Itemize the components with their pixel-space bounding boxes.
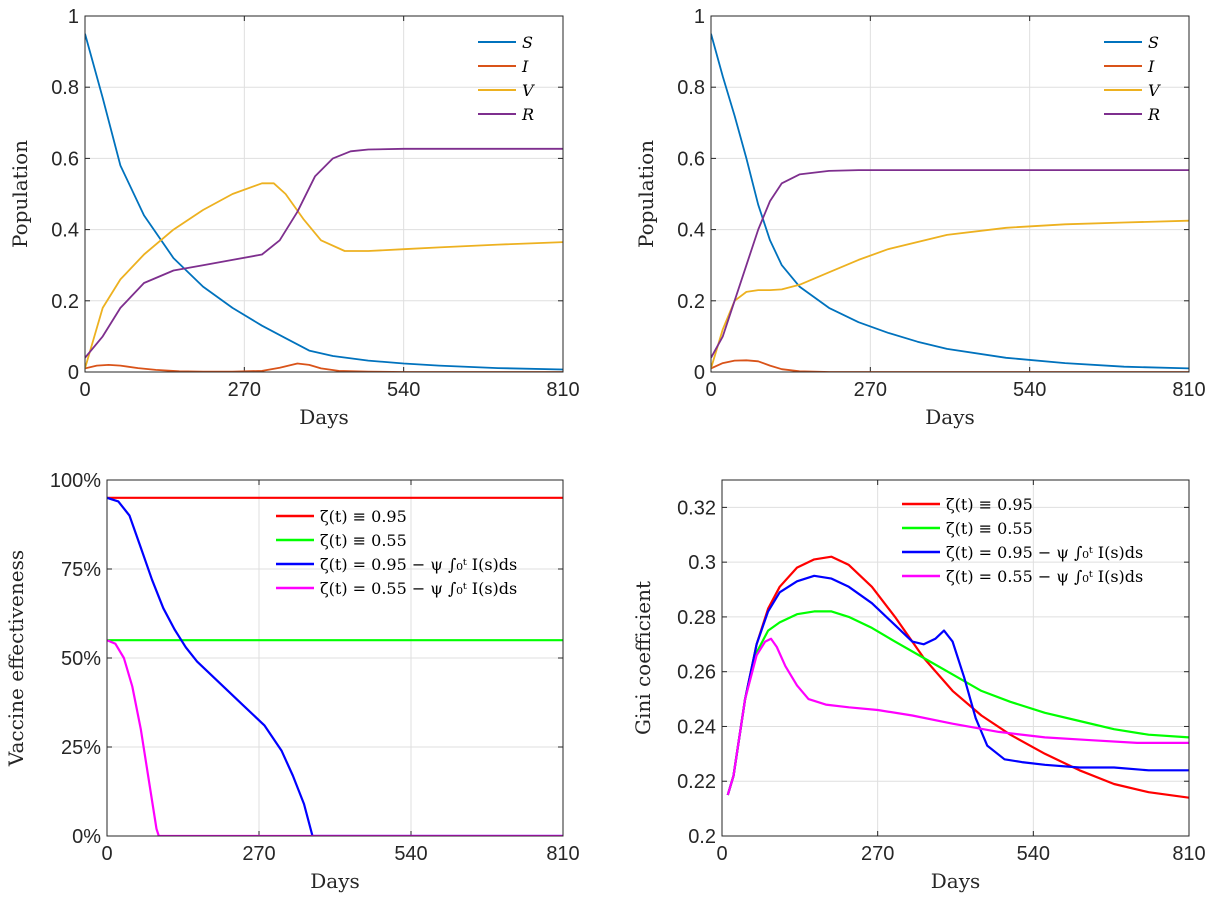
legend-label: I <box>521 57 529 76</box>
y-tick-label: 0.4 <box>51 220 79 242</box>
legend-label: I <box>1147 57 1155 76</box>
x-tick-label: 270 <box>861 843 894 865</box>
y-axis-label: Gini coefficient <box>631 581 655 735</box>
y-tick-label: 0.3 <box>688 552 716 574</box>
series-line <box>85 147 563 359</box>
y-tick-label: 100% <box>50 470 101 492</box>
legend: ζ(t) ≡ 0.95 ζ(t) ≡ 0.55 ζ(t) = 0.95 − ψ ∫₀… <box>902 495 1143 586</box>
legend-label: S <box>522 33 533 52</box>
x-tick-label: 0 <box>716 843 727 865</box>
population-left-chart: 0 270 540 810 0 0.2 0.4 0.6 0.8 1 Days Population SI… <box>8 6 580 429</box>
series-line <box>726 574 1189 796</box>
x-tick-label: 0 <box>79 379 90 401</box>
gini-coefficient-chart: 0 270 540 810 0.2 0.22 0.24 0.26 0.28 0.3 0.32 Days… <box>631 479 1206 893</box>
legend-label: ζ(t) = 0.95 − ψ ∫₀ᵗ I(s)ds <box>320 555 517 574</box>
x-tick-label: 270 <box>228 379 261 401</box>
legend-label: ζ(t) ≡ 0.55 <box>320 531 407 550</box>
legend-label: ζ(t) ≡ 0.55 <box>946 519 1033 538</box>
series-line <box>726 610 1189 796</box>
legend-label: R <box>1147 105 1160 124</box>
x-axis-label: Days <box>310 869 360 893</box>
x-axis-label: Days <box>925 405 975 429</box>
axes-frame <box>84 15 564 373</box>
axes-frame <box>106 479 564 837</box>
legend-label: R <box>521 105 534 124</box>
series-line <box>85 362 563 372</box>
x-tick-label: 270 <box>854 379 887 401</box>
series-line <box>711 169 1189 359</box>
plot-area <box>85 16 563 372</box>
y-axis-label: Vaccine effectiveness <box>4 550 28 767</box>
x-tick-label: 810 <box>1172 843 1205 865</box>
x-tick-label: 810 <box>546 843 579 865</box>
legend-label: V <box>1148 81 1161 100</box>
y-axis-label: Population <box>8 140 32 248</box>
legend-label: ζ(t) ≡ 0.95 <box>946 495 1033 514</box>
x-tick-label: 0 <box>101 843 112 865</box>
y-tick-label: 0.8 <box>51 77 79 99</box>
x-tick-label: 540 <box>1017 843 1050 865</box>
series-line <box>711 219 1189 369</box>
x-axis-label: Days <box>931 869 981 893</box>
plot-area <box>711 16 1189 372</box>
y-tick-label: 0.2 <box>677 291 705 313</box>
vaccine-effectiveness-chart: 0 270 540 810 0% 25% 50% 75% 100% Days Vaccine eff… <box>4 470 580 893</box>
y-tick-label: 0.28 <box>677 607 716 629</box>
legend-label: ζ(t) = 0.95 − ψ ∫₀ᵗ I(s)ds <box>946 543 1143 562</box>
y-tick-label: 0 <box>68 362 79 384</box>
x-tick-label: 0 <box>705 379 716 401</box>
y-axis-label: Population <box>634 140 658 248</box>
x-tick-label: 810 <box>1172 379 1205 401</box>
y-tick-label: 0.26 <box>677 662 716 684</box>
y-tick-label: 1 <box>68 6 79 28</box>
axes-frame <box>721 479 1190 837</box>
y-tick-label: 25% <box>61 737 101 759</box>
x-tick-label: 540 <box>1013 379 1046 401</box>
legend-label: ζ(t) = 0.55 − ψ ∫₀ᵗ I(s)ds <box>946 567 1143 586</box>
series-line <box>107 496 563 836</box>
y-tick-label: 0.4 <box>677 220 705 242</box>
plot-area <box>722 480 1189 836</box>
legend-label: V <box>522 81 535 100</box>
axes-frame <box>710 15 1190 373</box>
x-axis-label: Days <box>299 405 349 429</box>
y-tick-label: 0.32 <box>677 497 716 519</box>
series-line <box>726 637 1189 796</box>
series-line <box>85 182 563 369</box>
series-line <box>711 33 1189 370</box>
x-tick-label: 540 <box>394 843 427 865</box>
x-tick-label: 540 <box>387 379 420 401</box>
population-right-chart: 0 270 540 810 0 0.2 0.4 0.6 0.8 1 Days Population SI… <box>634 6 1206 429</box>
y-tick-label: 75% <box>61 559 101 581</box>
legend-label: S <box>1148 33 1159 52</box>
legend: ζ(t) ≡ 0.95 ζ(t) ≡ 0.55 ζ(t) = 0.95 − ψ ∫₀… <box>276 507 517 598</box>
y-tick-label: 0 <box>694 362 705 384</box>
x-tick-label: 810 <box>546 379 579 401</box>
series-line <box>107 639 563 836</box>
series-line <box>85 33 563 371</box>
y-tick-label: 0.6 <box>677 148 705 170</box>
y-tick-label: 0.2 <box>51 291 79 313</box>
y-tick-label: 50% <box>61 648 101 670</box>
y-tick-label: 0.6 <box>51 148 79 170</box>
legend-label: ζ(t) ≡ 0.95 <box>320 507 407 526</box>
y-tick-label: 0.22 <box>677 771 716 793</box>
x-tick-label: 270 <box>242 843 275 865</box>
y-tick-label: 0.8 <box>677 77 705 99</box>
y-tick-label: 0% <box>72 826 101 848</box>
legend-label: ζ(t) = 0.55 − ψ ∫₀ᵗ I(s)ds <box>320 579 517 598</box>
y-tick-label: 0.2 <box>688 826 716 848</box>
y-tick-label: 0.24 <box>677 716 716 738</box>
y-tick-label: 1 <box>694 6 705 28</box>
